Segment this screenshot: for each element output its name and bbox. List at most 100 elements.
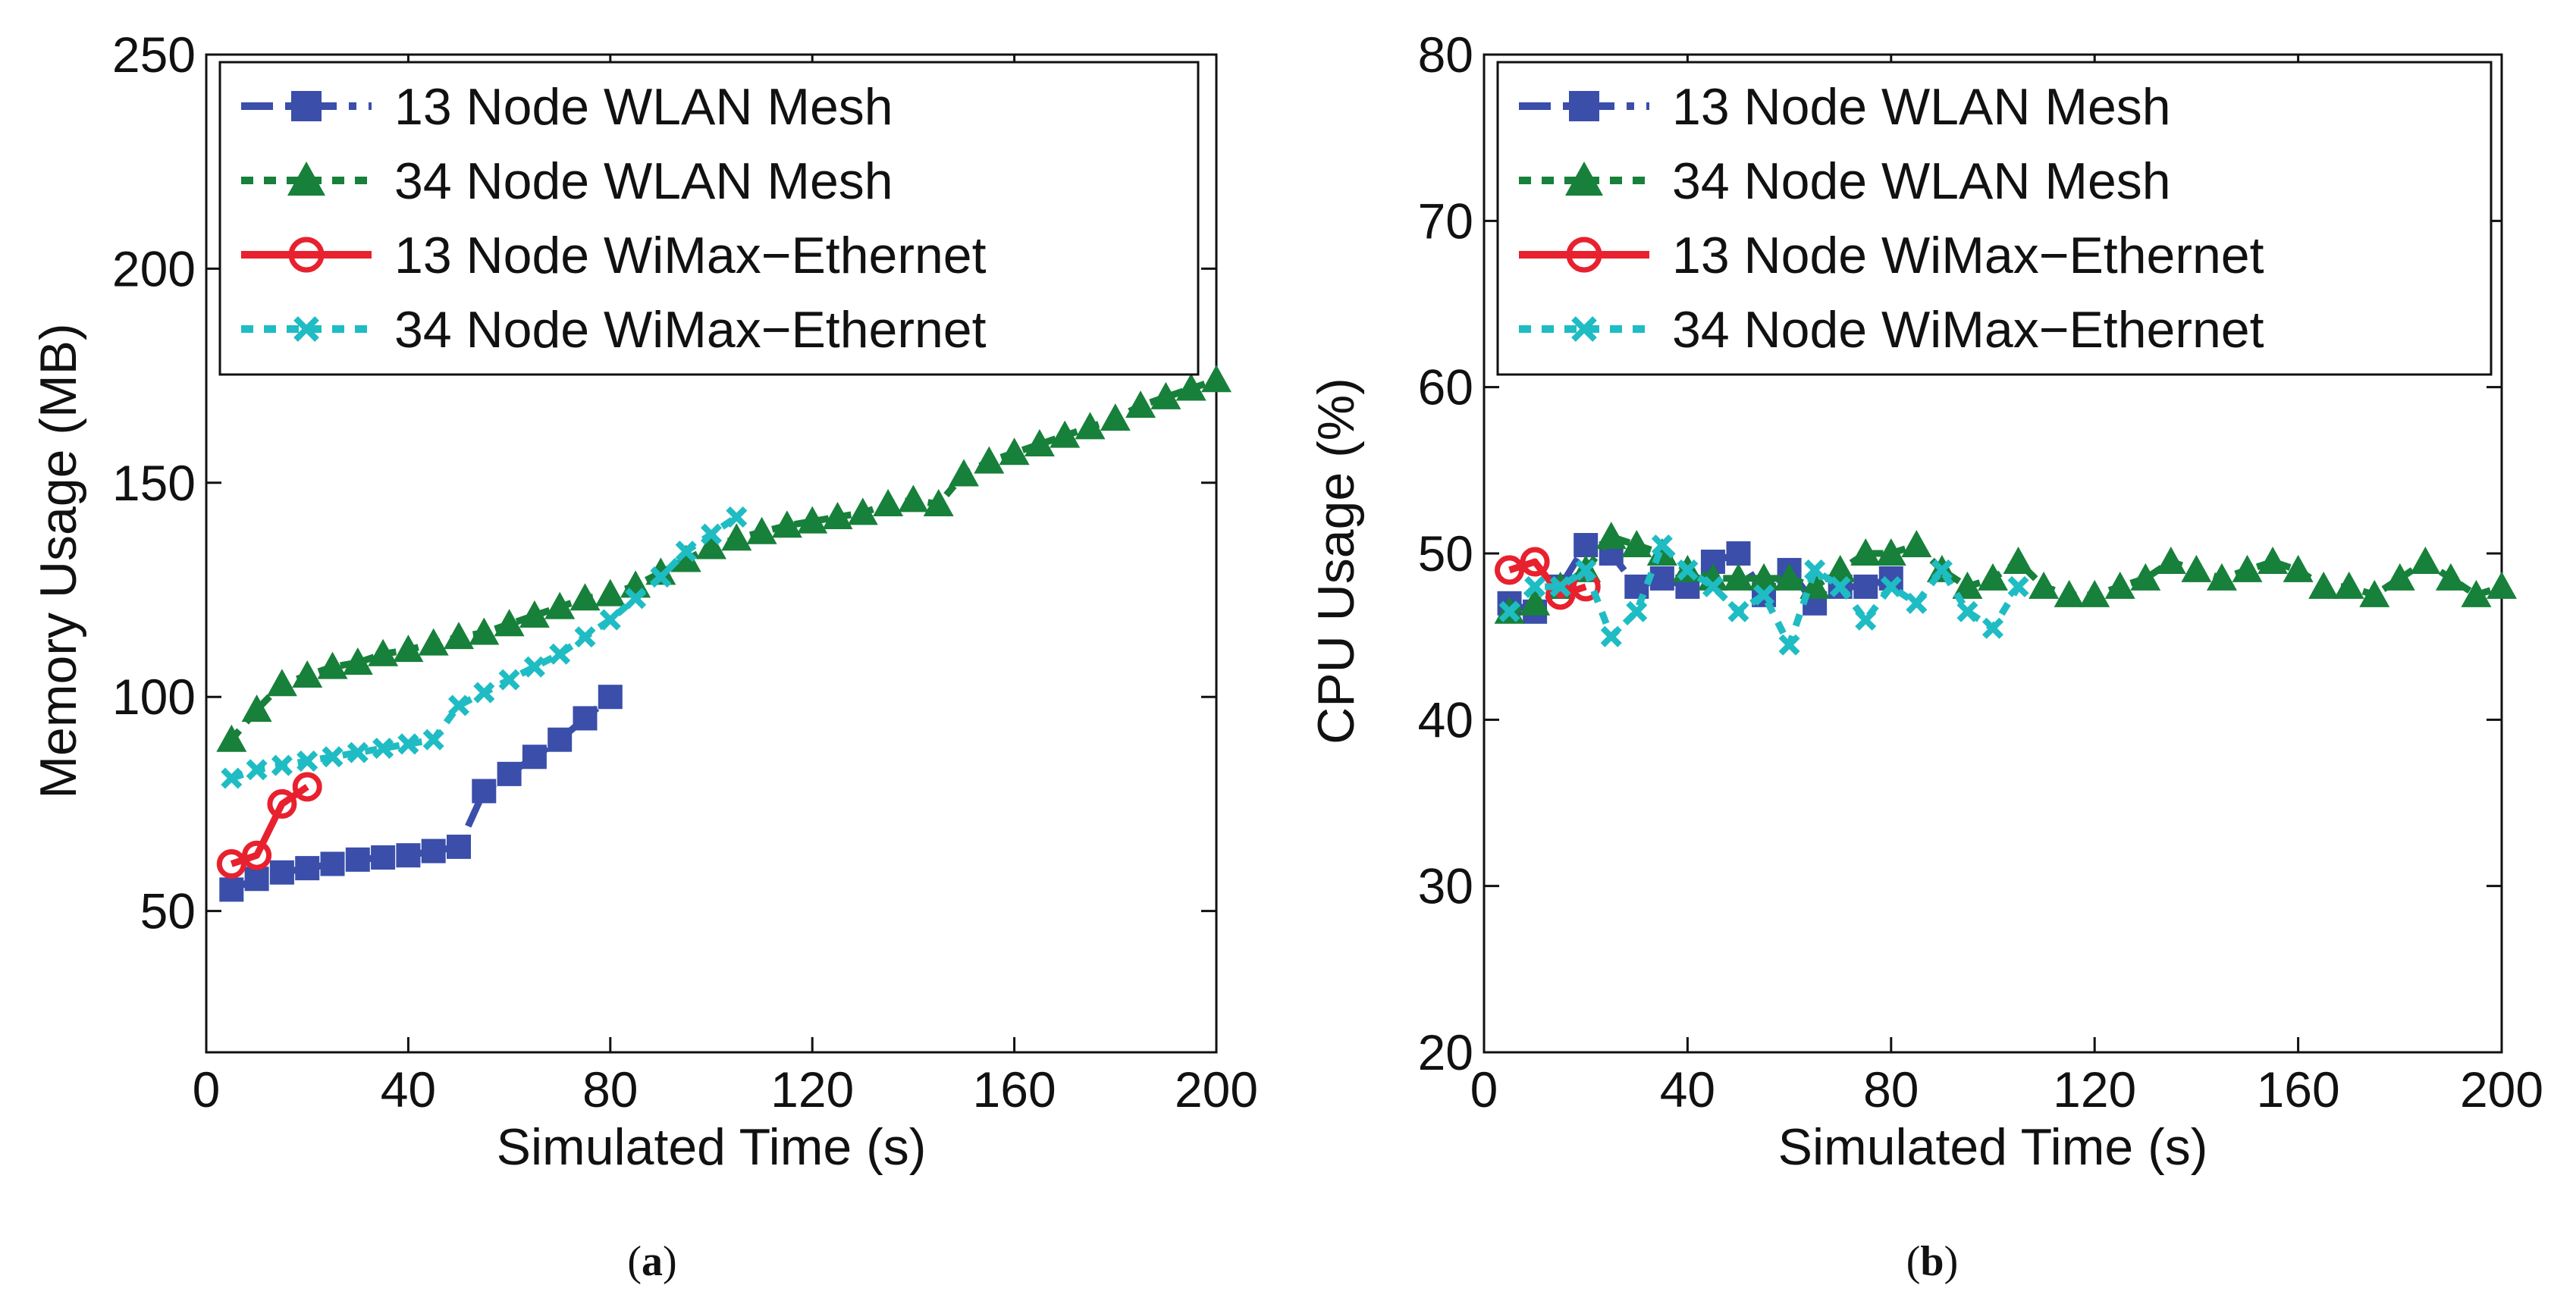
panel-b-legend-label: 13 Node WiMax−Ethernet (1672, 227, 2264, 284)
panel-a-x-tick-label: 200 (1175, 1061, 1258, 1117)
panel-b-series-1-point (2054, 579, 2085, 607)
panel-a-series-1-point (1100, 403, 1131, 431)
panel-a-series-1-point (519, 600, 550, 628)
subcaption-label: b (1920, 1238, 1944, 1285)
panel-a-legend-label: 34 Node WiMax−Ethernet (394, 301, 987, 359)
panel-a-series-3-point-stroke (675, 541, 697, 563)
panel-a-series-1-point (1175, 373, 1206, 401)
panel-a-series-0-point (295, 856, 320, 881)
panel-b-series-3-point-stroke (1906, 592, 1928, 614)
panel-b-series-1-point (2079, 579, 2110, 607)
panel-b-series-1-point (1621, 530, 1652, 558)
panel-a-series-1-point (746, 516, 777, 544)
panel-b-series-0-point (1726, 541, 1751, 566)
panel-b-series-3-point (1906, 592, 1928, 614)
panel-a-series-1-point (873, 489, 904, 517)
panel-a-series-1-point (494, 609, 525, 637)
panel-a-series-0-point (548, 727, 573, 752)
panel-a-x-tick-label: 40 (381, 1061, 436, 1117)
panel-b-series-3-point (1575, 559, 1597, 581)
panel-a-series-1-point (241, 694, 272, 723)
panel-a-series-1-point (645, 557, 676, 585)
panel-b-series-3-point-stroke (1600, 625, 1622, 647)
panel-b-series-1-point (2232, 554, 2263, 582)
panel-b-series-1-point (2028, 571, 2060, 599)
panel-b-series-3-point (1880, 575, 1902, 597)
panel-b-series-3-point-stroke (1524, 575, 1546, 597)
panel-b-series-1-point (1978, 563, 2008, 591)
panel-b-series-1-point (2461, 579, 2492, 607)
panel-b-series-3-point-stroke (1829, 575, 1851, 597)
panel-a-series-1-point (444, 622, 474, 650)
panel-b-series-1-point (2258, 546, 2289, 574)
panel-a-series-3-line (230, 514, 739, 782)
panel-a-series-3-point-stroke (726, 506, 748, 528)
panel-a-series-1-point (1075, 412, 1106, 440)
panel-a-legend-swatch-marker (291, 91, 322, 121)
panel-a-series-0-point (371, 845, 396, 870)
panel-b-series-3-point-stroke (1575, 559, 1597, 581)
panel-b-series-0-point (1624, 574, 1649, 599)
panel-b-series-3-point-stroke (1931, 559, 1953, 581)
panel-a-series-0-point (598, 685, 623, 710)
panel-b-series-3 (1498, 534, 2029, 656)
panel-b-series-3-point-stroke (1651, 534, 1673, 556)
panel-b-series-3-point (1778, 634, 1800, 656)
panel-a-series-3-point (549, 643, 571, 665)
panel-a-series-1-point (721, 523, 752, 551)
panel-a-series-0-point (472, 779, 497, 804)
panel-a-series-3-point-stroke (221, 767, 243, 789)
panel-b-series-3-point (1498, 600, 1520, 622)
panel-b-legend-swatch-marker (1565, 161, 1603, 196)
panel-a-series-3-point-stroke (297, 750, 318, 772)
panel-b-series-3-point-stroke (1677, 559, 1699, 581)
panel-a-series-1-point (317, 651, 348, 679)
panel-a-series-3-point (574, 626, 596, 648)
panel-b-x-tick-label: 200 (2460, 1061, 2543, 1117)
panel-a-series-3-point-stroke (498, 669, 520, 691)
panel-b-series-1-point (1901, 530, 1932, 558)
panel-a-series-1-point (670, 544, 701, 572)
panel-a-x-tick-label: 120 (770, 1061, 854, 1117)
panel-a-series-3-point-stroke (700, 523, 723, 545)
panel-b-series-3-point-stroke (1981, 617, 2004, 639)
panel-a-series-1-point (418, 628, 449, 656)
panel-b-series-3-point-stroke (1880, 575, 1902, 597)
panel-b-series-1-point (1799, 571, 1831, 599)
panel-a-series-0-point (320, 851, 345, 876)
panel-a-legend-swatch-marker (293, 316, 319, 342)
panel-b-legend-swatch-marker (1571, 316, 1597, 342)
panel-a-series-3-point (625, 588, 647, 610)
panel-a-series-1-point (393, 635, 424, 663)
panel-b-series-1-point (2003, 546, 2034, 574)
panel-b-legend-swatch-marker (1566, 237, 1602, 273)
panel-a-series-3-point (347, 741, 369, 763)
panel-a-legend-frame (218, 61, 1200, 376)
panel-a-series-3-point (675, 541, 697, 563)
panel-a-series-2-point (267, 788, 297, 819)
panel-b-series-3-point-stroke (1702, 575, 1724, 597)
panel-b-legend-frame (1496, 61, 2493, 376)
panel-a-series-1-point (999, 437, 1030, 465)
panel-a-series-0-point (573, 706, 598, 731)
panel-a-series-3-point-stroke (473, 682, 495, 704)
panel-a-series-3-point-stroke (549, 643, 571, 665)
panel-a-series-3-point-stroke (599, 609, 621, 631)
panel-a-series-0-point (219, 877, 244, 902)
panel-a-series-3-point-stroke (397, 733, 419, 755)
panel-b-series-1-point (1850, 538, 1881, 566)
panel-a-series-1-point (847, 497, 878, 525)
panel-a-series-3-point (422, 729, 444, 751)
panel-a-legend-label: 13 Node WiMax−Ethernet (394, 227, 987, 284)
panel-b-series-1-point (1875, 538, 1906, 566)
panel-a-x-tick-label: 80 (582, 1061, 638, 1117)
panel-b-series-0-line (1508, 541, 1893, 616)
panel-b-series-3-point-stroke (1727, 600, 1749, 622)
panel-a-x-tick-label: 0 (193, 1061, 221, 1117)
panel-a-series-0-point (396, 843, 421, 868)
panel-a-series-3-point (726, 506, 748, 528)
panel-b-series-0-point (1853, 574, 1878, 599)
panel-a-series-1-point (1024, 428, 1055, 456)
panel-b-series-1-point (2333, 571, 2364, 599)
